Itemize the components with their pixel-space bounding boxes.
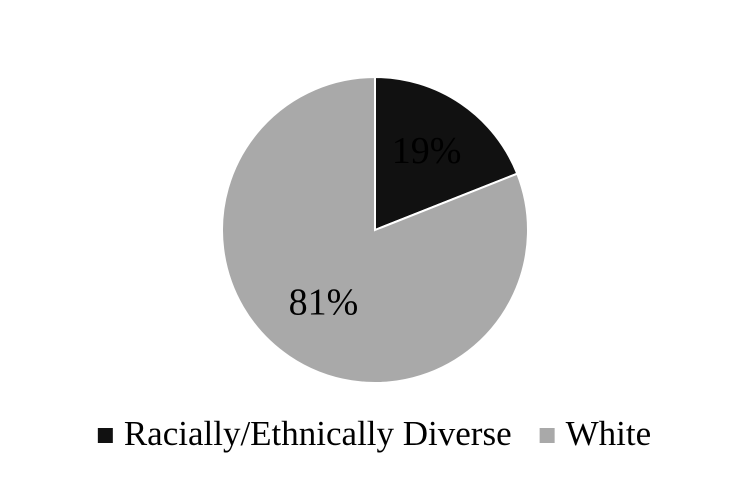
data-label: 81% — [289, 282, 359, 324]
legend-label: Racially/Ethnically Diverse — [124, 414, 512, 453]
legend-swatch — [97, 428, 113, 443]
data-label: 19% — [392, 130, 462, 172]
pie-slice — [374, 75, 519, 232]
legend-label: White — [566, 414, 652, 453]
pie-slice — [221, 75, 529, 384]
legend-swatch — [539, 428, 555, 443]
